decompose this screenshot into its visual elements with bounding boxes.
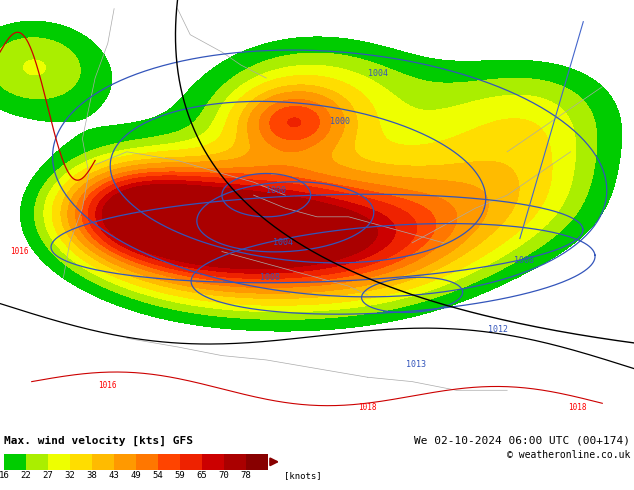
Text: 38: 38	[87, 471, 98, 480]
Text: 1000: 1000	[330, 117, 350, 126]
Bar	[136, 454, 158, 470]
Text: 43: 43	[108, 471, 119, 480]
Text: 32: 32	[65, 471, 75, 480]
Bar	[4, 454, 26, 470]
Bar	[92, 454, 114, 470]
Text: 22: 22	[21, 471, 31, 480]
Text: 1016: 1016	[10, 247, 29, 256]
Text: 1018: 1018	[358, 403, 377, 412]
Bar	[70, 454, 92, 470]
Text: 70: 70	[219, 471, 230, 480]
Text: 16: 16	[0, 471, 10, 480]
Bar	[26, 454, 48, 470]
Text: 1013: 1013	[406, 360, 426, 369]
Text: 65: 65	[197, 471, 207, 480]
Text: 1000: 1000	[266, 186, 287, 196]
Text: 78: 78	[241, 471, 251, 480]
Text: 1004: 1004	[273, 238, 293, 247]
Text: 1008: 1008	[514, 256, 534, 265]
Text: Max. wind velocity [kts] GFS: Max. wind velocity [kts] GFS	[4, 436, 193, 446]
Bar	[224, 454, 246, 470]
Text: 1018: 1018	[567, 403, 586, 412]
Bar	[158, 454, 180, 470]
Bar	[180, 454, 202, 470]
Text: [knots]: [knots]	[284, 471, 321, 480]
Bar	[202, 454, 224, 470]
Text: © weatheronline.co.uk: © weatheronline.co.uk	[507, 450, 630, 460]
Bar	[114, 454, 136, 470]
Text: 59: 59	[174, 471, 185, 480]
Bar	[246, 454, 268, 470]
Text: 49: 49	[131, 471, 141, 480]
Text: 1008: 1008	[260, 273, 280, 282]
Text: 1004: 1004	[368, 69, 388, 78]
Text: 54: 54	[153, 471, 164, 480]
Text: 1012: 1012	[488, 325, 508, 334]
Text: 27: 27	[42, 471, 53, 480]
Bar	[48, 454, 70, 470]
Text: 1016: 1016	[98, 381, 117, 391]
Text: We 02-10-2024 06:00 UTC (00+174): We 02-10-2024 06:00 UTC (00+174)	[414, 436, 630, 446]
